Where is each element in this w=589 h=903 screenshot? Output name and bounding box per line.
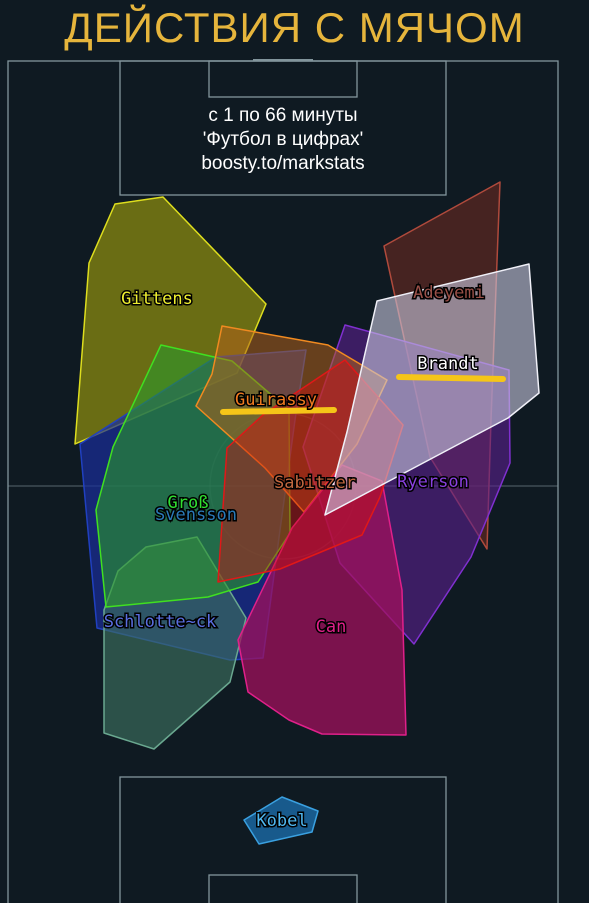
top-penalty-box (119, 60, 447, 196)
highlight-lines (220, 374, 506, 415)
bottom-penalty-box (119, 776, 447, 903)
player-areas (74, 181, 540, 845)
top-goal-area (208, 60, 358, 98)
source-link[interactable]: boosty.to/markstats (201, 153, 365, 174)
player-labels: Gittens Adeyemi Brandt Guirassy Ryerson … (102, 282, 486, 833)
label-adeyemi: Adeyemi (413, 283, 485, 303)
source-text: 'Футбол в цифрах' (202, 129, 364, 150)
label-can: Can (316, 617, 347, 637)
label-sabitzer: Sabitzer (274, 473, 356, 493)
label-kobel: Kobel (256, 811, 307, 831)
label-guirassy: Guirassy (235, 390, 317, 410)
highlight-guirassy (220, 407, 337, 415)
label-brandt: Brandt (417, 354, 478, 374)
page-title: ДЕЙСТВИЯ С МЯЧОМ (64, 4, 525, 51)
highlight-brandt (396, 374, 506, 382)
label-gittens: Gittens (121, 289, 193, 309)
label-schlotterbeck: Schlotte~ck (104, 612, 217, 632)
label-gross: Groß (168, 493, 209, 513)
area-kobel (243, 796, 319, 845)
area-brandt (324, 263, 540, 516)
info-block: с 1 по 66 минуты 'Футбол в цифрах' boost… (120, 104, 446, 176)
bottom-goal-area (208, 874, 358, 903)
label-ryerson: Ryerson (397, 472, 469, 492)
time-range-text: с 1 по 66 минуты (208, 105, 358, 126)
label-svensson: Svensson (155, 505, 237, 525)
